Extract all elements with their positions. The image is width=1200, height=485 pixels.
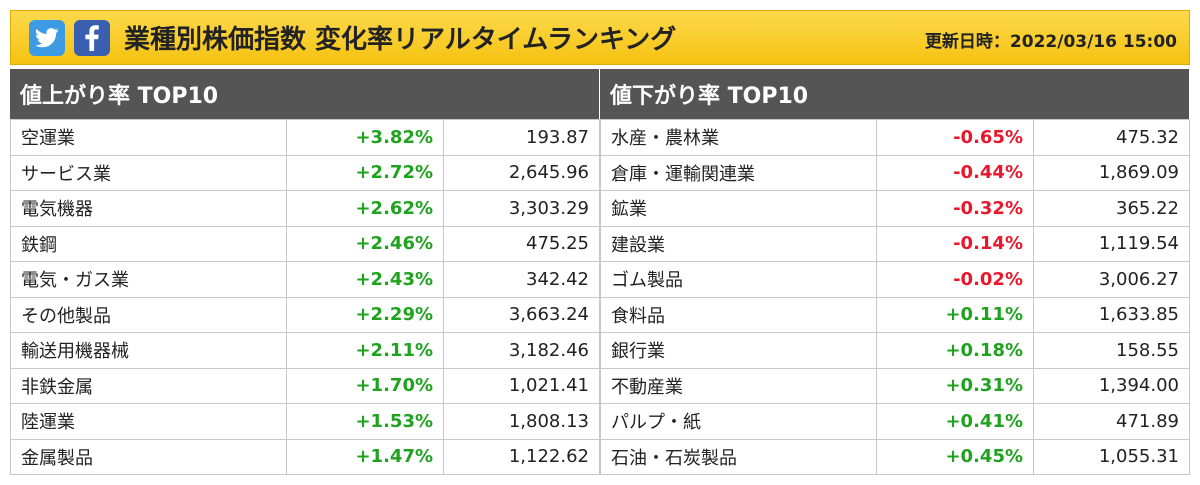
table-row[interactable]: パルプ・紙 +0.41% 471.89 [600, 403, 1190, 440]
change-rate: +2.72% [286, 154, 444, 191]
index-value: 3,663.24 [443, 296, 600, 333]
sector-name: パルプ・紙 [600, 403, 877, 440]
change-rate: +0.41% [876, 403, 1034, 440]
table-row[interactable]: ゴム製品 -0.02% 3,006.27 [600, 261, 1190, 298]
table-row[interactable]: 鉄鋼 +2.46% 475.25 [10, 225, 600, 262]
change-rate: +2.43% [286, 261, 444, 298]
table-row[interactable]: 倉庫・運輸関連業 -0.44% 1,869.09 [600, 154, 1190, 191]
index-value: 1,021.41 [443, 367, 600, 404]
index-value: 365.22 [1033, 190, 1190, 227]
index-value: 1,394.00 [1033, 367, 1190, 404]
index-value: 1,633.85 [1033, 296, 1190, 333]
change-rate: +3.82% [286, 119, 444, 156]
page-title: 業種別株価指数 変化率リアルタイムランキング [124, 25, 677, 55]
index-value: 3,006.27 [1033, 261, 1190, 298]
sector-name: 電気機器 [10, 190, 287, 227]
losers-title: 値下がり率 TOP10 [600, 69, 1189, 119]
sector-name: 鉄鋼 [10, 225, 287, 262]
table-row[interactable]: 銀行業 +0.18% 158.55 [600, 332, 1190, 369]
index-value: 3,303.29 [443, 190, 600, 227]
gainers-table: 空運業 +3.82% 193.87 サービス業 +2.72% 2,645.96 電気機器 +2… [10, 119, 600, 475]
change-rate: -0.65% [876, 119, 1034, 156]
sector-name: 空運業 [10, 119, 287, 156]
index-value: 475.25 [443, 225, 600, 262]
change-rate: +0.31% [876, 367, 1034, 404]
index-value: 1,119.54 [1033, 225, 1190, 262]
index-value: 471.89 [1033, 403, 1190, 440]
sector-name: 石油・石炭製品 [600, 438, 877, 475]
sector-name: 建設業 [600, 225, 877, 262]
index-value: 342.42 [443, 261, 600, 298]
table-row[interactable]: 石油・石炭製品 +0.45% 1,055.31 [600, 438, 1190, 475]
losers-panel: 値下がり率 TOP10 水産・農林業 -0.65% 475.32 倉庫・運輸関連業 -0… [600, 69, 1190, 475]
index-value: 1,808.13 [443, 403, 600, 440]
change-rate: -0.14% [876, 225, 1034, 262]
gainers-title: 値上がり率 TOP10 [10, 69, 599, 119]
table-row[interactable]: 非鉄金属 +1.70% 1,021.41 [10, 367, 600, 404]
change-rate: +0.18% [876, 332, 1034, 369]
change-rate: -0.32% [876, 190, 1034, 227]
updated-timestamp: 更新日時：2022/03/16 15:00 [924, 32, 1177, 52]
sector-name: 倉庫・運輸関連業 [600, 154, 877, 191]
index-value: 1,122.62 [443, 438, 600, 475]
change-rate: +0.45% [876, 438, 1034, 475]
table-row[interactable]: 電気・ガス業 +2.43% 342.42 [10, 261, 600, 298]
sector-name: 非鉄金属 [10, 367, 287, 404]
table-row[interactable]: 空運業 +3.82% 193.87 [10, 119, 600, 156]
sector-name: その他製品 [10, 296, 287, 333]
index-value: 1,869.09 [1033, 154, 1190, 191]
facebook-icon[interactable] [74, 19, 110, 56]
change-rate: +0.11% [876, 296, 1034, 333]
gainers-panel: 値上がり率 TOP10 空運業 +3.82% 193.87 サービス業 +2.72% 2,… [10, 69, 600, 475]
change-rate: +1.70% [286, 367, 444, 404]
header-banner: 業種別株価指数 変化率リアルタイムランキング 更新日時：2022/03/16 1… [10, 10, 1190, 65]
sector-name: 輸送用機器械 [10, 332, 287, 369]
table-row[interactable]: 水産・農林業 -0.65% 475.32 [600, 119, 1190, 156]
twitter-icon[interactable] [29, 19, 65, 56]
sector-name: 銀行業 [600, 332, 877, 369]
change-rate: +2.62% [286, 190, 444, 227]
sector-name: 金属製品 [10, 438, 287, 475]
table-row[interactable]: 不動産業 +0.31% 1,394.00 [600, 367, 1190, 404]
table-row[interactable]: 食料品 +0.11% 1,633.85 [600, 296, 1190, 333]
index-value: 1,055.31 [1033, 438, 1190, 475]
table-row[interactable]: サービス業 +2.72% 2,645.96 [10, 154, 600, 191]
table-row[interactable]: 鉱業 -0.32% 365.22 [600, 190, 1190, 227]
index-value: 158.55 [1033, 332, 1190, 369]
sector-name: サービス業 [10, 154, 287, 191]
table-row[interactable]: 陸運業 +1.53% 1,808.13 [10, 403, 600, 440]
sector-name: 不動産業 [600, 367, 877, 404]
sector-name: 電気・ガス業 [10, 261, 287, 298]
sector-name: 陸運業 [10, 403, 287, 440]
index-value: 475.32 [1033, 119, 1190, 156]
table-row[interactable]: 電気機器 +2.62% 3,303.29 [10, 190, 600, 227]
losers-table: 水産・農林業 -0.65% 475.32 倉庫・運輸関連業 -0.44% 1,869.09… [600, 119, 1190, 475]
change-rate: +1.47% [286, 438, 444, 475]
sector-name: 鉱業 [600, 190, 877, 227]
sector-name: ゴム製品 [600, 261, 877, 298]
table-row[interactable]: 金属製品 +1.47% 1,122.62 [10, 438, 600, 475]
table-row[interactable]: その他製品 +2.29% 3,663.24 [10, 296, 600, 333]
change-rate: +2.29% [286, 296, 444, 333]
change-rate: +2.46% [286, 225, 444, 262]
change-rate: +2.11% [286, 332, 444, 369]
change-rate: +1.53% [286, 403, 444, 440]
index-value: 2,645.96 [443, 154, 600, 191]
change-rate: -0.02% [876, 261, 1034, 298]
index-value: 193.87 [443, 119, 600, 156]
sector-name: 水産・農林業 [600, 119, 877, 156]
sector-name: 食料品 [600, 296, 877, 333]
change-rate: -0.44% [876, 154, 1034, 191]
table-row[interactable]: 輸送用機器械 +2.11% 3,182.46 [10, 332, 600, 369]
table-row[interactable]: 建設業 -0.14% 1,119.54 [600, 225, 1190, 262]
index-value: 3,182.46 [443, 332, 600, 369]
